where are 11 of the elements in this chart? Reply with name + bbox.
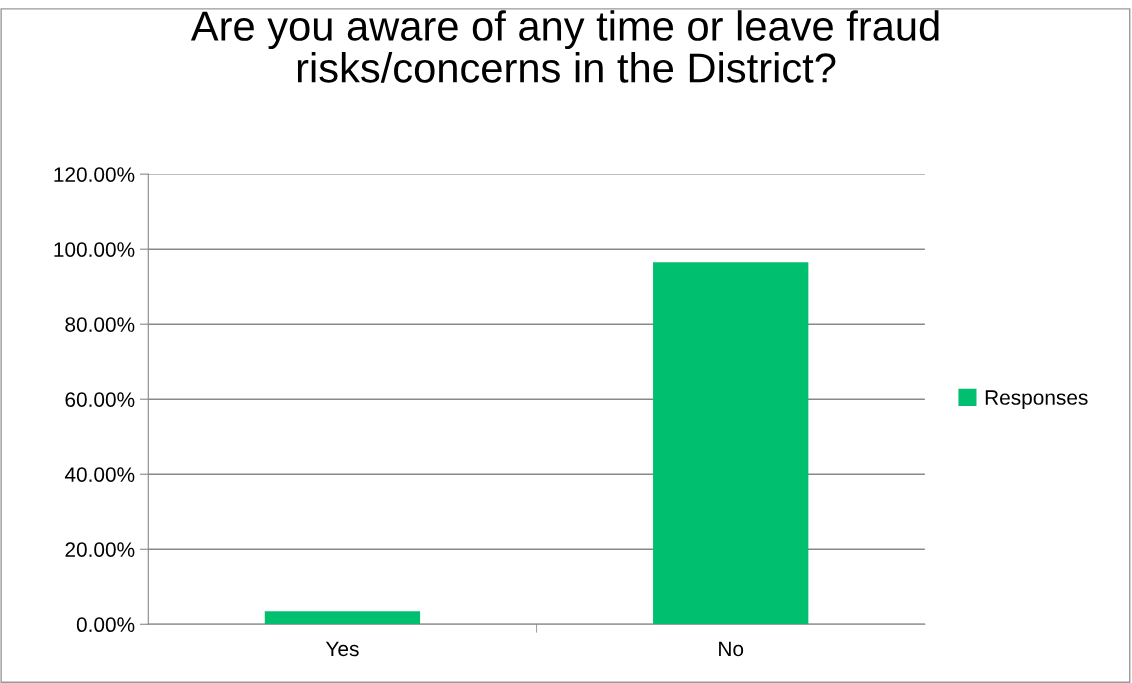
y-tick-label: 100.00% bbox=[54, 242, 135, 257]
y-tick-label: 40.00% bbox=[64, 467, 135, 482]
chart-title: Are you aware of any time or leave fraud risks/concerns in the District? bbox=[190, 10, 939, 83]
y-tick-label: 80.00% bbox=[65, 317, 135, 332]
y-tick-label: 60.00% bbox=[65, 392, 135, 407]
y-tick-label: 20.00% bbox=[65, 542, 135, 557]
y-tick-label: 0.00% bbox=[76, 617, 135, 633]
y-tick-label: 120.00% bbox=[54, 167, 135, 182]
x-tick-label: No bbox=[719, 641, 744, 657]
x-tick-label: Yes bbox=[325, 641, 359, 657]
legend-label: Responses bbox=[985, 390, 1088, 409]
